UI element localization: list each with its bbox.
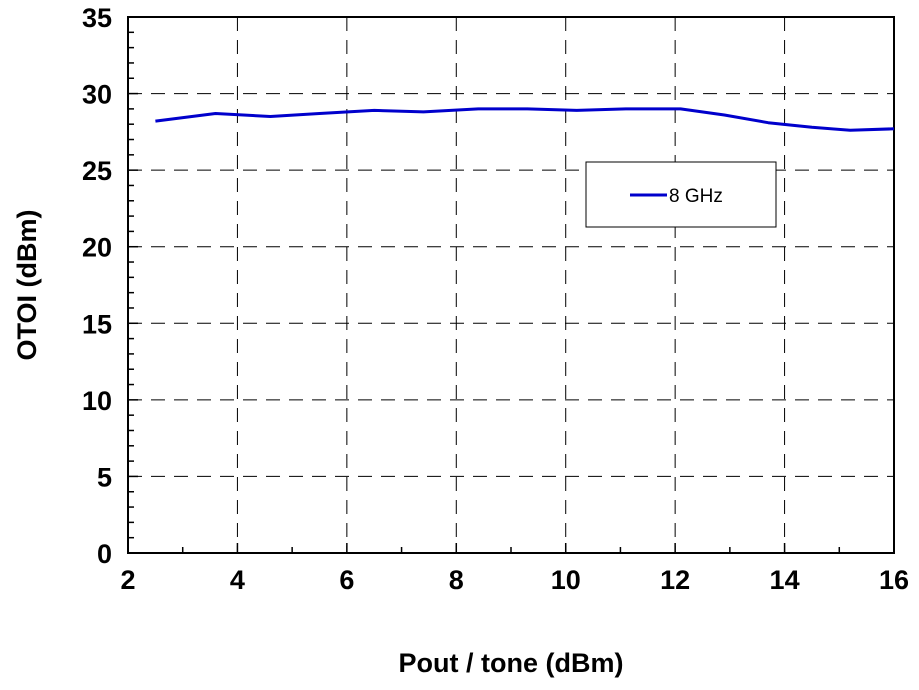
x-tick-label: 12 — [660, 565, 690, 595]
grid-lines — [128, 17, 894, 553]
y-tick-label: 35 — [82, 3, 112, 33]
y-tick-label: 30 — [82, 80, 112, 110]
x-tick-labels: 2 4 6 8 10 12 14 16 — [120, 565, 909, 595]
y-tick-label: 25 — [82, 156, 112, 186]
x-axis-title: Pout / tone (dBm) — [399, 648, 624, 678]
x-tick-label: 8 — [449, 565, 464, 595]
y-tick-label: 0 — [97, 539, 112, 569]
y-tick-labels: 0 5 10 15 20 25 30 35 — [82, 3, 112, 569]
legend-label-8ghz: 8 GHz — [669, 186, 723, 207]
series-layer — [155, 107, 895, 132]
y-axis-title: OTOI (dBm) — [12, 210, 42, 361]
y-tick-label: 15 — [82, 309, 112, 339]
x-tick-label: 2 — [120, 565, 135, 595]
x-tick-label: 4 — [230, 565, 245, 595]
x-tick-label: 10 — [551, 565, 581, 595]
series-line-0 — [155, 107, 895, 132]
minor-ticks — [127, 16, 895, 554]
y-tick-label: 5 — [97, 462, 112, 492]
legend: 8 GHz — [585, 161, 777, 228]
plot-area — [127, 16, 895, 554]
y-tick-label: 20 — [82, 233, 112, 263]
y-tick-label: 10 — [82, 386, 112, 416]
x-tick-label: 14 — [770, 565, 800, 595]
x-tick-label: 16 — [879, 565, 909, 595]
legend-box — [585, 161, 777, 228]
x-tick-label: 6 — [339, 565, 354, 595]
